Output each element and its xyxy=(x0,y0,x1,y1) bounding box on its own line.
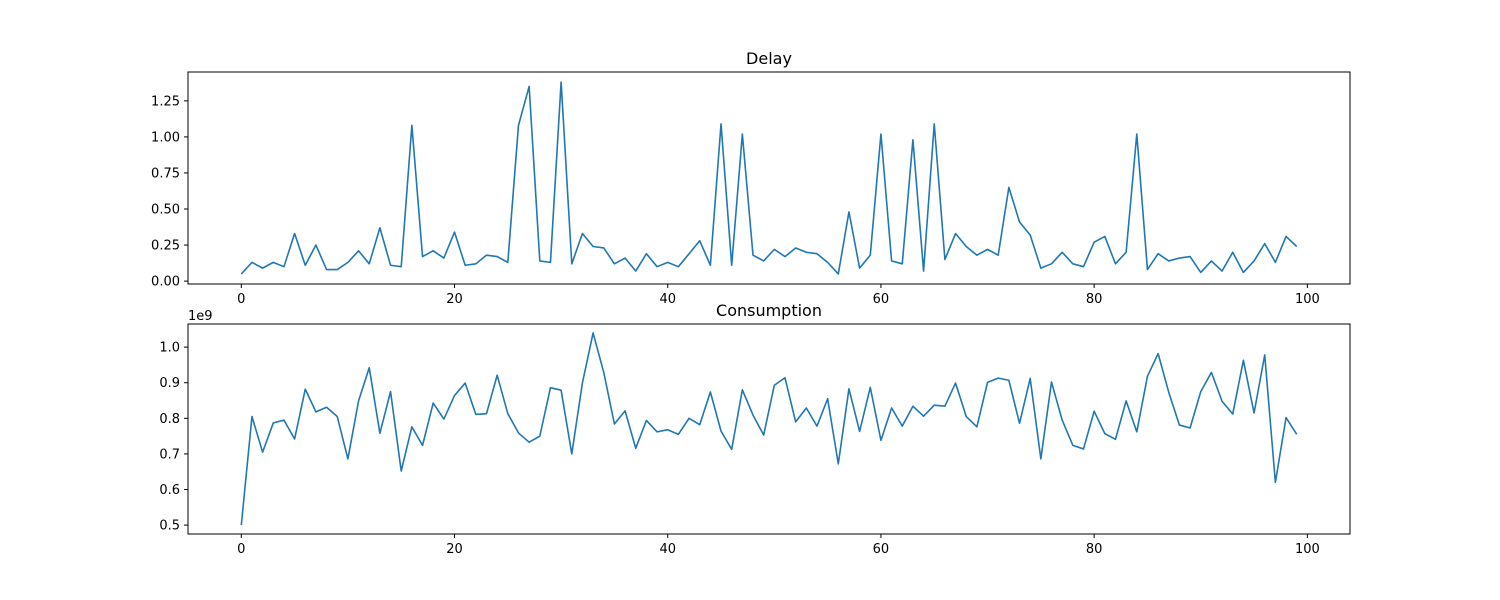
consumption-y-offset-label: 1e9 xyxy=(188,309,213,324)
delay-x-tick-label: 100 xyxy=(1295,292,1320,307)
consumption-x-tick-label: 100 xyxy=(1295,542,1320,557)
delay-plot-frame xyxy=(187,71,1351,285)
delay-x-tick-label: 0 xyxy=(237,292,245,307)
consumption-x-tick-label: 0 xyxy=(237,542,245,557)
consumption-title: Consumption xyxy=(716,301,822,320)
delay-x-tick-label: 60 xyxy=(873,292,890,307)
consumption-panel: Consumption 1e9 0 20 40 60 80 100 0.5 0.6 0.7 0.8 0.… xyxy=(159,301,1351,557)
delay-y-tick-label: 1.25 xyxy=(151,94,180,109)
delay-y-tick-label: 0.75 xyxy=(151,166,180,181)
consumption-series-line xyxy=(240,332,1298,526)
consumption-x-tick-label: 20 xyxy=(446,542,463,557)
consumption-x-tick-label: 40 xyxy=(659,542,676,557)
delay-x-tick-label: 20 xyxy=(446,292,463,307)
consumption-y-tick-label: 0.6 xyxy=(159,483,180,498)
delay-title: Delay xyxy=(746,49,792,68)
delay-y-tick-label: 1.00 xyxy=(151,130,180,145)
delay-series-line xyxy=(240,81,1298,275)
delay-x-tick-label: 80 xyxy=(1086,292,1103,307)
consumption-y-tick-label: 0.9 xyxy=(159,376,180,391)
consumption-x-tick-label: 60 xyxy=(873,542,890,557)
delay-y-tick-label: 0.00 xyxy=(151,275,180,290)
consumption-y-tick-label: 0.5 xyxy=(159,519,180,534)
consumption-plot-frame xyxy=(187,323,1351,535)
consumption-y-tick-label: 0.7 xyxy=(159,447,180,462)
delay-x-tick-label: 40 xyxy=(659,292,676,307)
consumption-x-tick-label: 80 xyxy=(1086,542,1103,557)
consumption-y-tick-label: 1.0 xyxy=(159,341,180,356)
delay-y-tick-label: 0.50 xyxy=(151,203,180,218)
delay-panel: Delay 0 20 40 60 80 100 0.00 0.25 0.50 0.75 1.00 1.2… xyxy=(151,49,1351,307)
consumption-y-tick-label: 0.8 xyxy=(159,412,180,427)
delay-y-tick-label: 0.25 xyxy=(151,239,180,254)
